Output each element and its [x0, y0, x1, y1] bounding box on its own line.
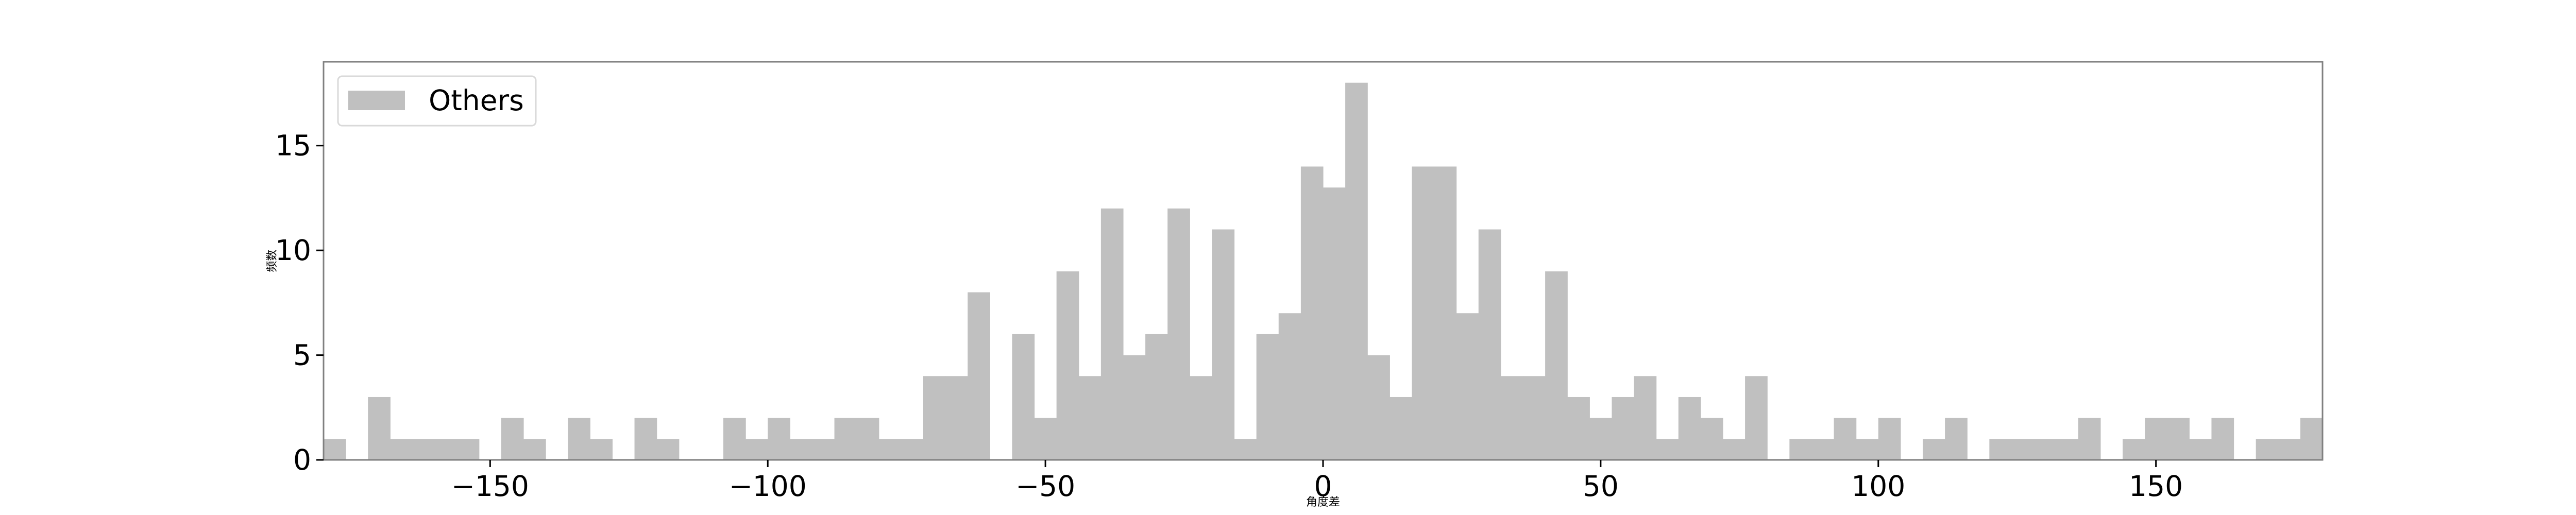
histogram-bar [1678, 397, 1701, 460]
bars-group [324, 82, 2323, 460]
histogram-bar [2256, 439, 2279, 460]
histogram-bar [2300, 418, 2323, 460]
x-axis-label: 角度差 [1306, 496, 1340, 509]
histogram-bar [1656, 439, 1679, 460]
histogram-bar [1078, 376, 1101, 460]
histogram-bar [1723, 439, 1745, 460]
histogram-bar [790, 439, 813, 460]
histogram-bar [1300, 166, 1324, 460]
histogram-bar [1034, 418, 1057, 460]
histogram-bar [2056, 439, 2079, 460]
histogram-bar [901, 439, 924, 460]
histogram-bar [1323, 187, 1346, 460]
histogram-bar [723, 418, 746, 460]
histogram-bar [1989, 439, 2012, 460]
y-tick-label: 10 [275, 234, 311, 267]
histogram-bar [1700, 418, 1723, 460]
y-axis-label: 频数 [266, 249, 279, 272]
histogram-bar [1278, 313, 1301, 460]
histogram-bar [523, 439, 546, 460]
x-tick-label: −50 [1015, 470, 1075, 503]
histogram-bar [1745, 376, 1768, 460]
histogram-bar [768, 418, 790, 460]
y-axis-ticks: 0 5 10 15 [275, 129, 324, 476]
histogram-bar [1456, 313, 1479, 460]
histogram-bar [1434, 166, 1457, 460]
histogram-bar [1856, 439, 1879, 460]
histogram-bar [1923, 439, 1945, 460]
x-tick-label: −150 [451, 470, 529, 503]
histogram-bar [568, 418, 590, 460]
histogram-bar [368, 397, 391, 460]
y-tick-label: 5 [293, 339, 311, 372]
histogram-bar [1367, 355, 1390, 460]
histogram-bar [2033, 439, 2057, 460]
x-tick-label: 150 [2129, 470, 2183, 503]
histogram-bar [1834, 418, 1857, 460]
histogram-bar [2167, 418, 2190, 460]
histogram-bar [1589, 418, 1613, 460]
histogram-bar [1389, 397, 1413, 460]
histogram-bar [1567, 397, 1590, 460]
legend-swatch [348, 91, 405, 110]
histogram-bar [2078, 418, 2101, 460]
histogram-bar [656, 439, 680, 460]
x-tick-label: 50 [1583, 470, 1619, 503]
histogram-bar [456, 439, 480, 460]
legend: Others [337, 75, 537, 127]
histogram-bar [390, 439, 413, 460]
histogram-bar [968, 292, 990, 460]
histogram-bar [2011, 439, 2035, 460]
histogram-bar [634, 418, 657, 460]
histogram-bar [2211, 418, 2234, 460]
histogram-bar [945, 376, 968, 460]
histogram-bar [324, 439, 346, 460]
histogram-bar [1123, 355, 1146, 460]
histogram-bar [1167, 208, 1190, 460]
histogram-bar [1945, 418, 1968, 460]
histogram-bar [1789, 439, 1812, 460]
histogram-bar [878, 439, 902, 460]
histogram-bar [1212, 229, 1235, 460]
histogram-bar [1012, 334, 1035, 460]
histogram-bar [834, 418, 857, 460]
legend-box [337, 75, 537, 127]
histogram-bar [856, 418, 879, 460]
histogram-bar [1100, 208, 1124, 460]
histogram-bar [1478, 229, 1501, 460]
histogram-bar [590, 439, 613, 460]
histogram-bar [1056, 271, 1079, 460]
y-tick-label: 15 [275, 129, 311, 162]
histogram-bar [812, 439, 835, 460]
histogram-bar [501, 418, 524, 460]
histogram-bar [2278, 439, 2301, 460]
histogram-bar [1612, 397, 1635, 460]
histogram-bar [1256, 334, 1279, 460]
x-tick-label: 100 [1851, 470, 1905, 503]
histogram-bar [745, 439, 768, 460]
x-tick-label: −100 [729, 470, 807, 503]
histogram-bar [1634, 376, 1657, 460]
histogram-bar [1412, 166, 1435, 460]
histogram-bar [1345, 82, 1368, 460]
histogram-bar [1878, 418, 1901, 460]
x-axis-ticks: −150 −100 −50 0 50 100 150 [451, 460, 2183, 503]
histogram-bar [1190, 376, 1213, 460]
histogram-bar [2145, 418, 2167, 460]
histogram-bar [1545, 271, 1568, 460]
histogram-bar [1234, 439, 1257, 460]
histogram-bar [2189, 439, 2212, 460]
y-tick-label: 0 [293, 443, 311, 476]
histogram-bar [434, 439, 457, 460]
histogram-bar [412, 439, 435, 460]
histogram-bar [1145, 334, 1168, 460]
x-tick-label: 0 [1314, 470, 1332, 503]
histogram-bar [1811, 439, 1835, 460]
histogram-bar [1523, 376, 1546, 460]
histogram-bar [2123, 439, 2145, 460]
histogram-bar [1500, 376, 1523, 460]
legend-label: Others [429, 84, 524, 117]
histogram-bar [923, 376, 946, 460]
